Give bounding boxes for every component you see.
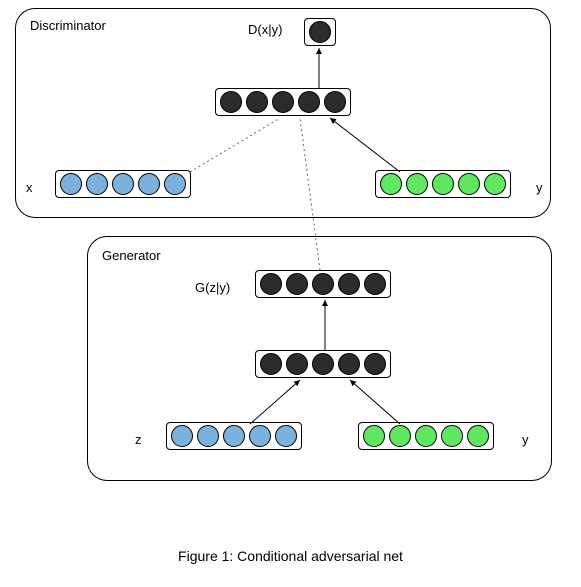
node <box>406 173 428 195</box>
node <box>432 173 454 195</box>
node <box>197 425 219 447</box>
node <box>246 91 268 113</box>
discriminator-label: Discriminator <box>30 18 106 33</box>
node <box>312 353 334 375</box>
discriminator-y-label: y <box>536 180 543 195</box>
node <box>324 91 346 113</box>
node <box>260 273 282 295</box>
discriminator-output-label: D(x|y) <box>248 22 282 37</box>
x-label: x <box>26 180 33 195</box>
node <box>364 353 386 375</box>
node <box>275 425 297 447</box>
node <box>112 173 134 195</box>
discriminator-hidden-group <box>215 88 351 116</box>
node <box>309 21 331 43</box>
node <box>220 91 242 113</box>
generator-output-group <box>255 270 391 298</box>
node <box>380 173 402 195</box>
node <box>86 173 108 195</box>
figure-caption: Figure 1: Conditional adversarial net <box>0 548 581 564</box>
node <box>223 425 245 447</box>
node <box>312 273 334 295</box>
node <box>458 173 480 195</box>
node <box>338 273 360 295</box>
node <box>467 425 489 447</box>
node <box>60 173 82 195</box>
generator-hidden-group <box>255 350 391 378</box>
z-label: z <box>135 432 142 447</box>
node <box>286 353 308 375</box>
node <box>484 173 506 195</box>
node <box>286 273 308 295</box>
generator-y-label: y <box>522 432 529 447</box>
node <box>415 425 437 447</box>
discriminator-y-input-group <box>375 170 511 198</box>
discriminator-output-group <box>304 18 336 46</box>
generator-y-input-group <box>358 422 494 450</box>
node <box>338 353 360 375</box>
generator-output-label: G(z|y) <box>195 280 230 295</box>
node <box>298 91 320 113</box>
x-input-group <box>55 170 191 198</box>
node <box>389 425 411 447</box>
z-input-group <box>166 422 302 450</box>
node <box>138 173 160 195</box>
figure-canvas: Discriminator D(x|y) x y Generator G(z|y… <box>0 0 581 587</box>
node <box>260 353 282 375</box>
node <box>164 173 186 195</box>
node <box>272 91 294 113</box>
node <box>171 425 193 447</box>
node <box>249 425 271 447</box>
node <box>363 425 385 447</box>
node <box>364 273 386 295</box>
generator-label: Generator <box>102 248 161 263</box>
node <box>441 425 463 447</box>
